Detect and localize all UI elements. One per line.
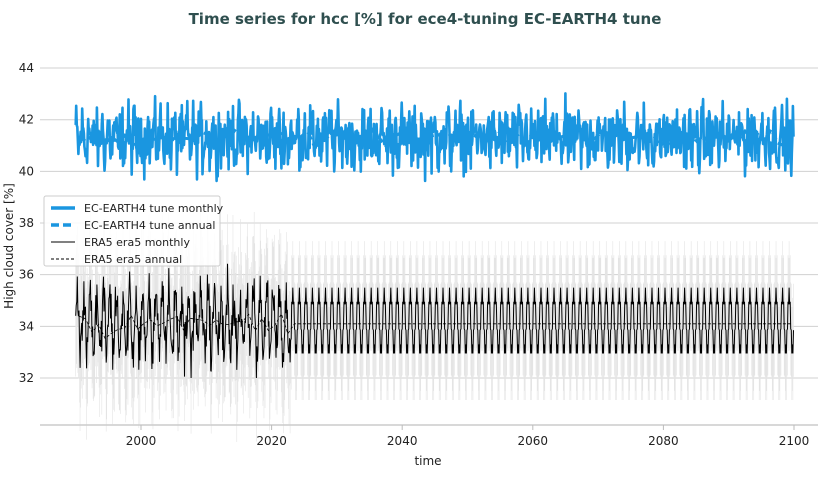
legend-label-model-annual: EC-EARTH4 tune annual (84, 219, 215, 232)
legend: EC-EARTH4 tune monthly EC-EARTH4 tune an… (43, 195, 224, 267)
y-axis-label: High cloud cover [%] (2, 183, 16, 309)
y-tick-label: 34 (19, 319, 34, 333)
legend-label-model-monthly: EC-EARTH4 tune monthly (84, 202, 224, 215)
x-tick-label: 2040 (387, 434, 418, 448)
chart-title: Time series for hcc [%] for ece4-tuning … (189, 10, 662, 28)
x-tick-label: 2020 (256, 434, 287, 448)
legend-label-era5-monthly: ERA5 era5 monthly (84, 236, 190, 249)
era5-monthly-line (75, 263, 794, 379)
x-tick-label: 2000 (126, 434, 157, 448)
x-tick-label: 2080 (648, 434, 679, 448)
era5-annual-line (78, 312, 791, 340)
y-tick-label: 42 (19, 113, 34, 127)
y-tick-label: 38 (19, 216, 34, 230)
y-tick-label: 32 (19, 371, 34, 385)
y-tick-label: 36 (19, 268, 34, 282)
legend-box (43, 195, 221, 267)
x-tick-label: 2100 (779, 434, 810, 448)
y-tick-label: 44 (19, 61, 34, 75)
legend-label-era5-annual: ERA5 era5 annual (84, 253, 182, 266)
y-tick-label: 40 (19, 164, 34, 178)
x-axis-label: time (414, 454, 441, 468)
model-monthly-line (74, 92, 795, 183)
x-tick-label: 2060 (518, 434, 549, 448)
